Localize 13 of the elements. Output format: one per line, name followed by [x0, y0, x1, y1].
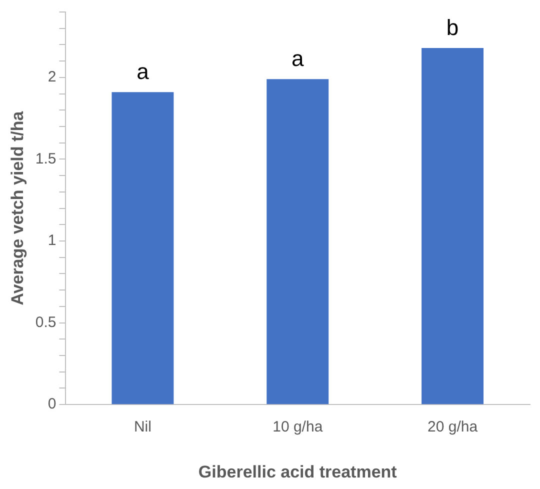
y-axis-title: Average vetch yield t/ha: [8, 110, 27, 306]
x-tick-label: 10 g/ha: [272, 418, 324, 436]
x-tick-label: 20 g/ha: [428, 418, 478, 436]
y-tick-label: 1: [48, 232, 56, 250]
x-tick-label: Nil: [134, 418, 152, 436]
annotation: a: [292, 46, 304, 72]
x-axis-title: Giberellic acid treatment: [198, 462, 398, 482]
y-tick-label: 0: [48, 396, 56, 413]
y-tick-label: 0.5: [35, 314, 56, 331]
y-tick-label: 2: [48, 68, 56, 86]
y-tick-label: 1.5: [35, 150, 56, 168]
annotation: a: [136, 59, 150, 84]
annotation: b: [446, 15, 459, 40]
